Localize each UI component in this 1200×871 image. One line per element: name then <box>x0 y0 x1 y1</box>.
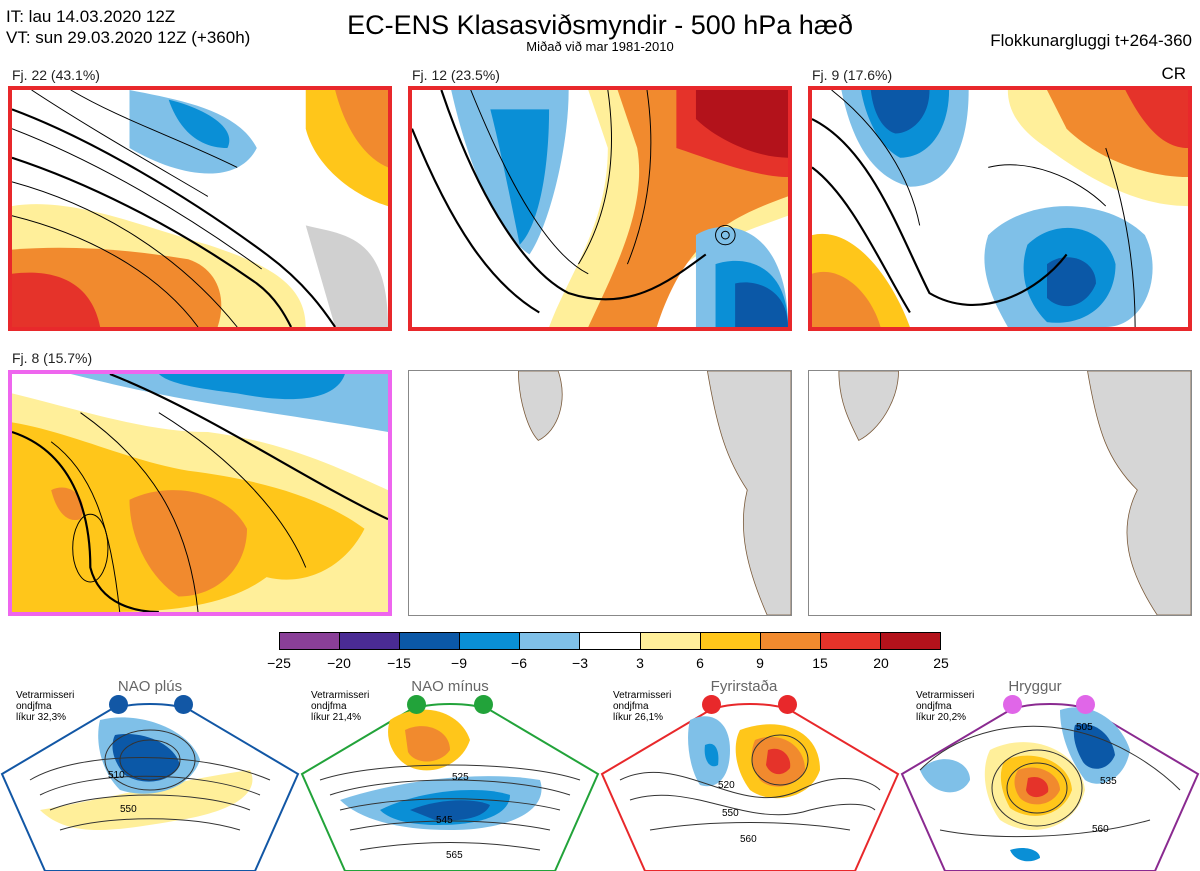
contour-label: 535 <box>1100 776 1117 787</box>
regime-2-note: Vetrarmisseri ondjfma líkur 21,4% <box>311 690 370 723</box>
regime-3-title: Fyrirstaða <box>710 678 778 695</box>
colorbar-tick: −9 <box>451 655 467 671</box>
contour-label: 565 <box>446 850 463 861</box>
contour-label: 520 <box>718 780 735 791</box>
colorbar-bin <box>460 633 521 649</box>
cluster-3-label: Fj. 9 (17.6%) <box>812 67 893 83</box>
regime-2-marker <box>407 695 426 714</box>
regime-1-marker <box>109 695 128 714</box>
contour-label: 550 <box>120 804 137 815</box>
regime-2-map: 525 545 565 <box>300 703 600 871</box>
colorbar-bin <box>280 633 341 649</box>
page-title: EC-ENS Klasasviðsmyndir - 500 hPa hæð <box>347 10 853 40</box>
cluster-3-map <box>808 86 1192 331</box>
regime-4-marker <box>1003 695 1022 714</box>
contour-label: 510 <box>108 770 125 781</box>
contour-label: 550 <box>722 808 739 819</box>
regime-1-marker <box>174 695 193 714</box>
regime-1-note: Vetrarmisseri ondjfma líkur 32,3% <box>16 690 75 723</box>
cluster-1-map <box>8 86 392 331</box>
colorbar-bin <box>520 633 581 649</box>
regime-1-title: NAO plús <box>117 678 183 695</box>
cluster-4-map <box>8 370 392 616</box>
regime-1-map: 510 550 <box>0 703 300 871</box>
contour-label: 560 <box>740 834 757 845</box>
colorbar-tick: −25 <box>267 655 291 671</box>
colorbar-tick: −20 <box>327 655 351 671</box>
regime-3-map: 520 550 560 <box>600 703 900 871</box>
colorbar-bin <box>400 633 461 649</box>
regime-2-title: NAO mínus <box>411 678 489 695</box>
contour-label: 545 <box>436 815 453 826</box>
colorbar-tick: −6 <box>511 655 527 671</box>
contour-label: 525 <box>452 772 469 783</box>
colorbar-bin <box>580 633 641 649</box>
colorbar-bin <box>700 633 761 649</box>
regime-3-note: Vetrarmisseri ondjfma líkur 26,1% <box>613 690 672 723</box>
cr-tag: CR <box>1161 64 1186 83</box>
colorbar-tick: 20 <box>873 655 889 671</box>
colorbar-bin <box>640 633 701 649</box>
cluster-2-map <box>408 86 792 331</box>
colorbar-tick: 25 <box>933 655 949 671</box>
page-subtitle: Miðað við mar 1981-2010 <box>526 39 674 54</box>
empty-map-panel-5 <box>408 370 792 616</box>
contour-label: 560 <box>1092 824 1109 835</box>
header-times: IT: lau 14.03.2020 12Z VT: sun 29.03.202… <box>6 6 250 48</box>
colorbar-tick: 3 <box>636 655 644 671</box>
colorbar-tick: −3 <box>572 655 588 671</box>
classification-window: Flokkunargluggi t+264-360 <box>990 31 1192 50</box>
colorbar <box>279 632 941 650</box>
contour-label: 505 <box>1076 722 1093 733</box>
cluster-1-label: Fj. 22 (43.1%) <box>12 67 100 83</box>
cluster-2-label: Fj. 12 (23.5%) <box>412 67 500 83</box>
regime-4-note: Vetrarmisseri ondjfma líkur 20,2% <box>916 690 975 723</box>
empty-map-panel-6 <box>808 370 1192 616</box>
colorbar-tick: −15 <box>387 655 411 671</box>
regime-2-marker <box>474 695 493 714</box>
regime-4-map: 505 535 560 <box>900 703 1200 871</box>
valid-time: VT: sun 29.03.2020 12Z (+360h) <box>6 28 251 47</box>
regime-4-marker <box>1076 695 1095 714</box>
cluster-4-label: Fj. 8 (15.7%) <box>12 350 93 366</box>
colorbar-bin <box>880 633 941 649</box>
colorbar-bin <box>340 633 401 649</box>
colorbar-bin <box>820 633 881 649</box>
colorbar-tick: 15 <box>812 655 828 671</box>
colorbar-tick: 9 <box>756 655 764 671</box>
colorbar-bin <box>760 633 821 649</box>
regime-3-marker <box>702 695 721 714</box>
regime-4-title: Hryggur <box>1008 678 1062 695</box>
regime-3-marker <box>778 695 797 714</box>
initial-time: IT: lau 14.03.2020 12Z <box>6 7 176 26</box>
colorbar-tick: 6 <box>696 655 704 671</box>
